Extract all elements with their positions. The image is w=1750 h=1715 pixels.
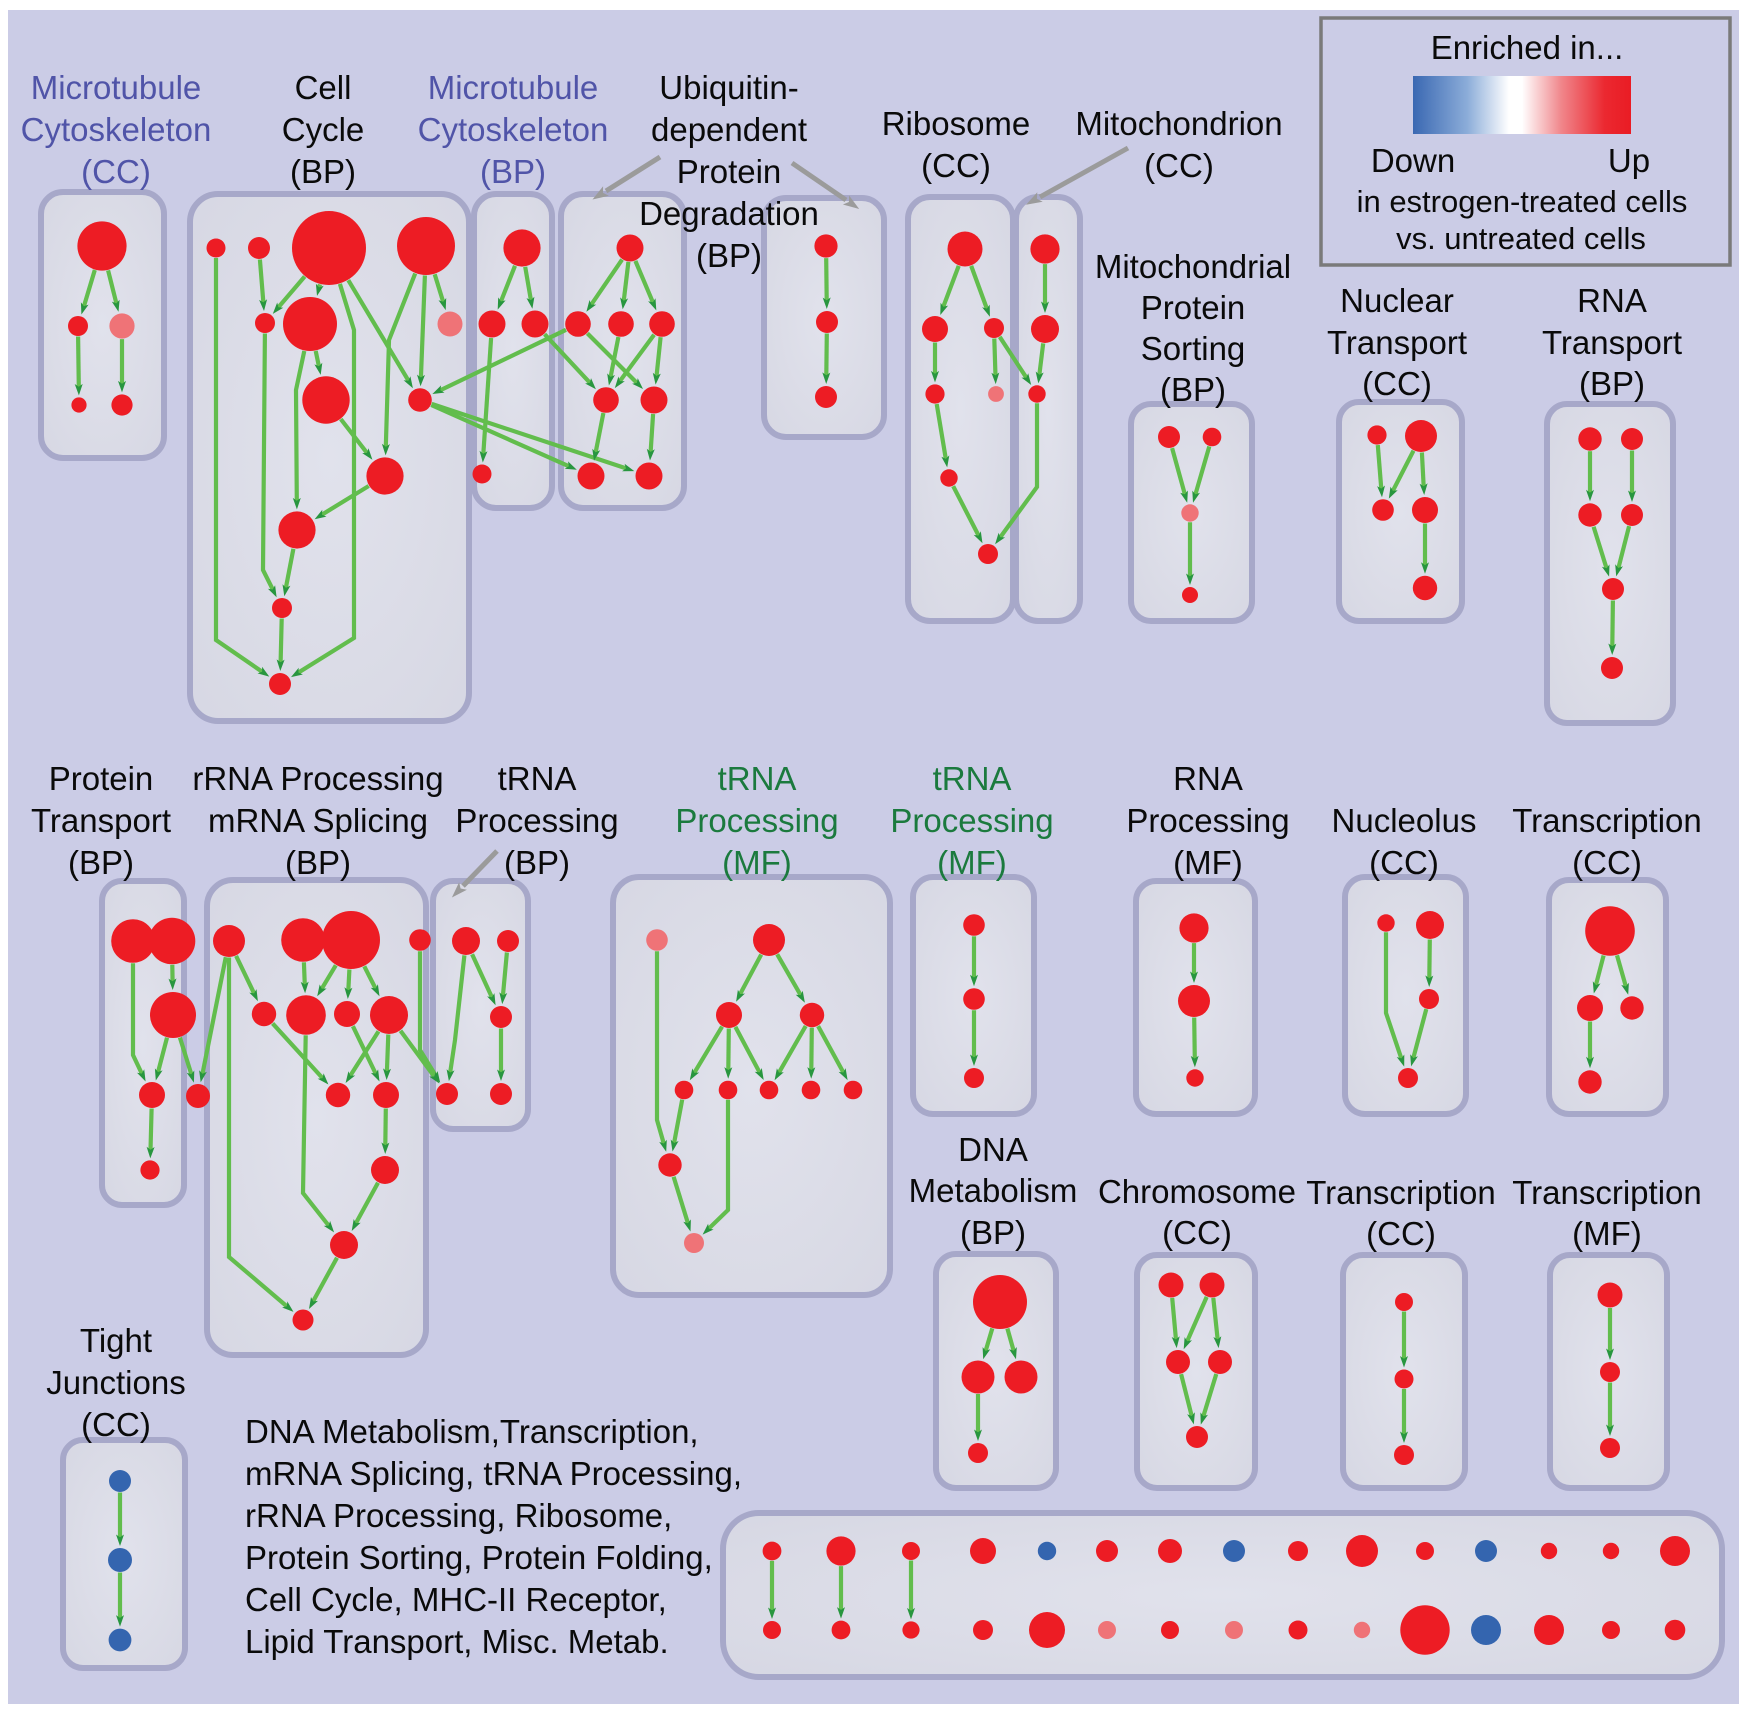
svg-text:(BP): (BP)	[480, 153, 546, 190]
svg-text:Processing: Processing	[455, 802, 618, 839]
svg-text:Processing: Processing	[1126, 802, 1289, 839]
svg-text:Transport: Transport	[31, 802, 171, 839]
svg-text:Sorting: Sorting	[1141, 330, 1246, 367]
svg-text:(CC): (CC)	[921, 147, 991, 184]
svg-text:Cell: Cell	[295, 69, 352, 106]
svg-text:DNA Metabolism,Transcription,: DNA Metabolism,Transcription,	[245, 1413, 699, 1450]
svg-text:(BP): (BP)	[960, 1214, 1026, 1251]
svg-text:Transcription: Transcription	[1512, 802, 1702, 839]
svg-text:RNA: RNA	[1173, 760, 1243, 797]
svg-text:(CC): (CC)	[81, 1406, 151, 1443]
svg-text:Nucleolus: Nucleolus	[1332, 802, 1477, 839]
svg-text:(BP): (BP)	[504, 844, 570, 881]
svg-text:DNA: DNA	[958, 1131, 1028, 1168]
svg-text:Microtubule: Microtubule	[31, 69, 202, 106]
svg-text:Protein: Protein	[49, 760, 154, 797]
svg-text:in estrogen-treated cells: in estrogen-treated cells	[1357, 184, 1688, 219]
svg-text:dependent: dependent	[651, 111, 807, 148]
svg-text:Ribosome: Ribosome	[882, 105, 1031, 142]
svg-text:Tight: Tight	[80, 1322, 152, 1359]
svg-text:(BP): (BP)	[1579, 365, 1645, 402]
svg-text:Ubiquitin-: Ubiquitin-	[659, 69, 798, 106]
svg-text:Cell Cycle, MHC-II Receptor,: Cell Cycle, MHC-II Receptor,	[245, 1581, 667, 1618]
svg-text:Junctions: Junctions	[46, 1364, 185, 1401]
svg-text:Transcription: Transcription	[1512, 1174, 1702, 1211]
svg-text:mRNA Splicing, tRNA Processing: mRNA Splicing, tRNA Processing,	[245, 1455, 742, 1492]
svg-text:Degradation: Degradation	[639, 195, 819, 232]
svg-text:(CC): (CC)	[1162, 1214, 1232, 1251]
svg-text:Processing: Processing	[890, 802, 1053, 839]
svg-text:rRNA Processing: rRNA Processing	[192, 760, 443, 797]
svg-text:(BP): (BP)	[285, 844, 351, 881]
svg-text:Transport: Transport	[1542, 324, 1682, 361]
svg-text:(CC): (CC)	[1366, 1215, 1436, 1252]
svg-text:Protein: Protein	[677, 153, 782, 190]
svg-text:Processing: Processing	[675, 802, 838, 839]
svg-text:(MF): (MF)	[1572, 1215, 1642, 1252]
svg-text:Up: Up	[1608, 142, 1650, 179]
svg-text:(CC): (CC)	[1362, 365, 1432, 402]
svg-text:Protein: Protein	[1141, 289, 1246, 326]
svg-text:tRNA: tRNA	[718, 760, 797, 797]
svg-text:(BP): (BP)	[696, 237, 762, 274]
svg-text:Cytoskeleton: Cytoskeleton	[21, 111, 212, 148]
svg-text:(MF): (MF)	[937, 844, 1007, 881]
svg-text:Protein Sorting, Protein Foldi: Protein Sorting, Protein Folding,	[245, 1539, 713, 1576]
svg-text:(BP): (BP)	[1160, 371, 1226, 408]
svg-text:(BP): (BP)	[290, 153, 356, 190]
svg-text:mRNA Splicing: mRNA Splicing	[208, 802, 428, 839]
svg-text:Microtubule: Microtubule	[428, 69, 599, 106]
svg-text:Mitochondrial: Mitochondrial	[1095, 248, 1291, 285]
svg-text:Chromosome: Chromosome	[1098, 1173, 1296, 1210]
svg-text:Cytoskeleton: Cytoskeleton	[418, 111, 609, 148]
svg-text:(MF): (MF)	[722, 844, 792, 881]
svg-text:Metabolism: Metabolism	[909, 1172, 1078, 1209]
svg-text:(BP): (BP)	[68, 844, 134, 881]
svg-text:(CC): (CC)	[1144, 147, 1214, 184]
svg-text:rRNA Processing, Ribosome,: rRNA Processing, Ribosome,	[245, 1497, 672, 1534]
svg-text:Nuclear: Nuclear	[1340, 282, 1454, 319]
svg-text:Cycle: Cycle	[282, 111, 365, 148]
svg-text:Mitochondrion: Mitochondrion	[1075, 105, 1282, 142]
svg-text:Enriched in...: Enriched in...	[1431, 29, 1624, 66]
svg-text:Transcription: Transcription	[1306, 1174, 1496, 1211]
svg-text:(CC): (CC)	[1369, 844, 1439, 881]
svg-text:(CC): (CC)	[81, 153, 151, 190]
svg-text:vs. untreated cells: vs. untreated cells	[1396, 221, 1646, 256]
svg-text:tRNA: tRNA	[933, 760, 1012, 797]
svg-text:(MF): (MF)	[1173, 844, 1243, 881]
svg-text:Transport: Transport	[1327, 324, 1467, 361]
svg-text:Lipid Transport, Misc. Metab.: Lipid Transport, Misc. Metab.	[245, 1623, 669, 1660]
svg-text:Down: Down	[1371, 142, 1455, 179]
svg-text:RNA: RNA	[1577, 282, 1647, 319]
svg-text:tRNA: tRNA	[498, 760, 577, 797]
svg-text:(CC): (CC)	[1572, 844, 1642, 881]
